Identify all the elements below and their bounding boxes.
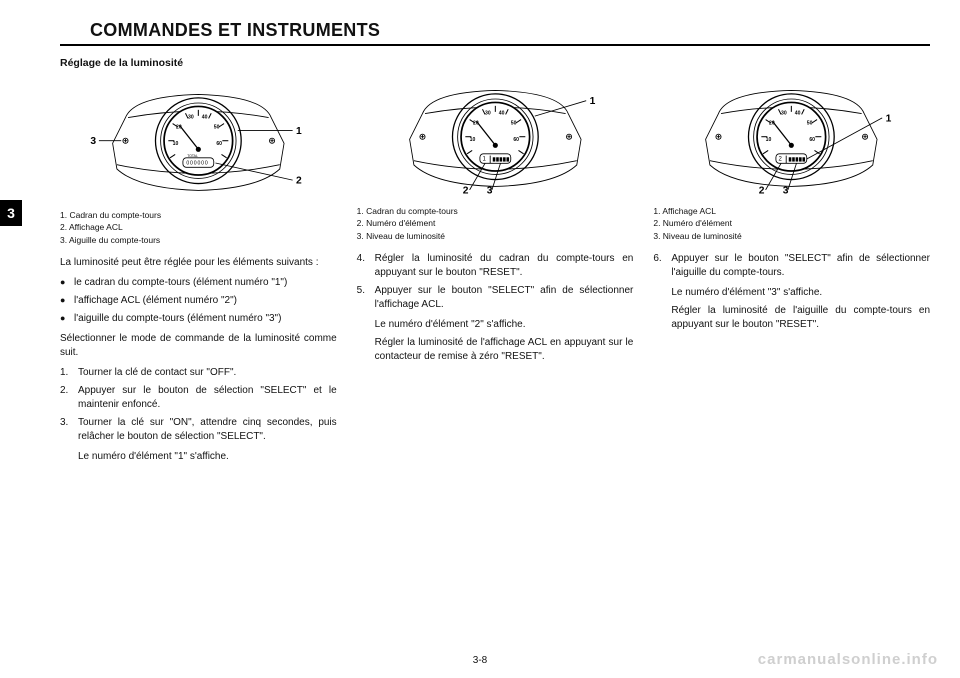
column-3: 10 20 30 40 50 60 2 1 2 3 1. Affi <box>653 56 930 468</box>
page-title: COMMANDES ET INSTRUMENTS <box>90 20 380 46</box>
caption-line: 1. Cadran du compte-tours <box>357 206 634 217</box>
col3-after-2: Régler la luminosité de l'aiguille du co… <box>671 304 930 332</box>
col3-figure: 10 20 30 40 50 60 2 1 2 3 <box>653 75 930 195</box>
col3-steps: 6.Appuyer sur le bouton "SELECT" afin de… <box>653 252 930 280</box>
svg-text:60: 60 <box>810 137 816 143</box>
col2-after-1: Le numéro d'élément "2" s'affiche. <box>375 318 634 332</box>
list-item: ●l'affichage ACL (élément numéro "2") <box>60 294 337 308</box>
list-item: ●l'aiguille du compte-tours (élément num… <box>60 312 337 326</box>
col1-after: Le numéro d'élément "1" s'affiche. <box>78 450 337 464</box>
caption-line: 1. Cadran du compte-tours <box>60 210 337 221</box>
svg-text:3: 3 <box>783 185 789 195</box>
caption-line: 2. Affichage ACL <box>60 222 337 233</box>
svg-text:000000: 000000 <box>186 160 208 166</box>
svg-text:1: 1 <box>589 96 595 107</box>
col1-bullets: ●le cadran du compte-tours (élément numé… <box>60 276 337 326</box>
caption-line: 3. Niveau de luminosité <box>653 231 930 242</box>
caption-line: 2. Numéro d'élément <box>357 218 634 229</box>
svg-text:50: 50 <box>807 121 813 127</box>
svg-text:30: 30 <box>188 114 194 120</box>
svg-text:3: 3 <box>486 185 492 195</box>
column-1: Réglage de la luminosité <box>60 56 337 468</box>
col2-caption: 1. Cadran du compte-tours 2. Numéro d'él… <box>357 206 634 242</box>
list-item: ●le cadran du compte-tours (élément numé… <box>60 276 337 290</box>
col3-caption: 1. Affichage ACL 2. Numéro d'élément 3. … <box>653 206 930 242</box>
bullet-icon: ● <box>60 276 74 290</box>
col3-after-1: Le numéro d'élément "3" s'affiche. <box>671 286 930 300</box>
svg-text:30: 30 <box>781 110 787 116</box>
content-columns: Réglage de la luminosité <box>60 56 930 468</box>
col2-steps: 4.Régler la luminosité du cadran du comp… <box>357 252 634 312</box>
svg-text:3: 3 <box>90 136 96 147</box>
svg-text:10: 10 <box>173 141 179 147</box>
col1-caption: 1. Cadran du compte-tours 2. Affichage A… <box>60 210 337 246</box>
list-item: 2.Appuyer sur le bouton de sélection "SE… <box>60 384 337 412</box>
list-item: 5.Appuyer sur le bouton "SELECT" afin de… <box>357 284 634 312</box>
svg-text:10: 10 <box>469 137 475 143</box>
list-item: 3.Tourner la clé sur "ON", attendre cinq… <box>60 416 337 444</box>
col1-steps-intro: Sélectionner le mode de commande de la l… <box>60 332 337 360</box>
caption-line: 1. Affichage ACL <box>653 206 930 217</box>
col1-intro: La luminosité peut être réglée pour les … <box>60 256 337 270</box>
col1-figure: 10 20 30 40 50 60 TOTAL 000000 3 1 2 <box>60 79 337 199</box>
svg-text:2: 2 <box>759 185 765 195</box>
bullet-icon: ● <box>60 294 74 308</box>
col2-figure: 10 20 30 40 50 60 1 1 2 3 <box>357 75 634 195</box>
svg-text:TOTAL: TOTAL <box>187 154 198 158</box>
svg-text:30: 30 <box>485 110 491 116</box>
caption-line: 3. Aiguille du compte-tours <box>60 235 337 246</box>
svg-text:50: 50 <box>214 124 220 130</box>
watermark: carmanualsonline.info <box>758 651 938 668</box>
col1-heading: Réglage de la luminosité <box>60 56 337 71</box>
caption-line: 2. Numéro d'élément <box>653 218 930 229</box>
col1-steps: 1.Tourner la clé de contact sur "OFF". 2… <box>60 366 337 444</box>
svg-text:60: 60 <box>216 141 222 147</box>
list-item: 4.Régler la luminosité du cadran du comp… <box>357 252 634 280</box>
col2-after-2: Régler la luminosité de l'affichage ACL … <box>375 336 634 364</box>
caption-line: 3. Niveau de luminosité <box>357 231 634 242</box>
list-item: 6.Appuyer sur le bouton "SELECT" afin de… <box>653 252 930 280</box>
svg-text:2: 2 <box>296 175 302 186</box>
svg-text:40: 40 <box>795 110 801 116</box>
chapter-tab: 3 <box>0 200 22 226</box>
manual-page: COMMANDES ET INSTRUMENTS 3 Réglage de la… <box>0 0 960 678</box>
svg-text:1: 1 <box>296 126 302 137</box>
bullet-icon: ● <box>60 312 74 326</box>
svg-text:50: 50 <box>510 121 516 127</box>
svg-text:40: 40 <box>202 114 208 120</box>
svg-text:40: 40 <box>498 110 504 116</box>
svg-text:1: 1 <box>886 113 892 124</box>
list-item: 1.Tourner la clé de contact sur "OFF". <box>60 366 337 380</box>
svg-text:60: 60 <box>513 137 519 143</box>
column-2: 10 20 30 40 50 60 1 1 2 3 1. Cadr <box>357 56 634 468</box>
svg-text:10: 10 <box>766 137 772 143</box>
svg-text:2: 2 <box>462 185 468 195</box>
page-header: COMMANDES ET INSTRUMENTS <box>60 20 930 46</box>
